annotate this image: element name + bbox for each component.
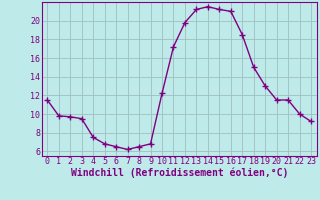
X-axis label: Windchill (Refroidissement éolien,°C): Windchill (Refroidissement éolien,°C) [70,168,288,178]
